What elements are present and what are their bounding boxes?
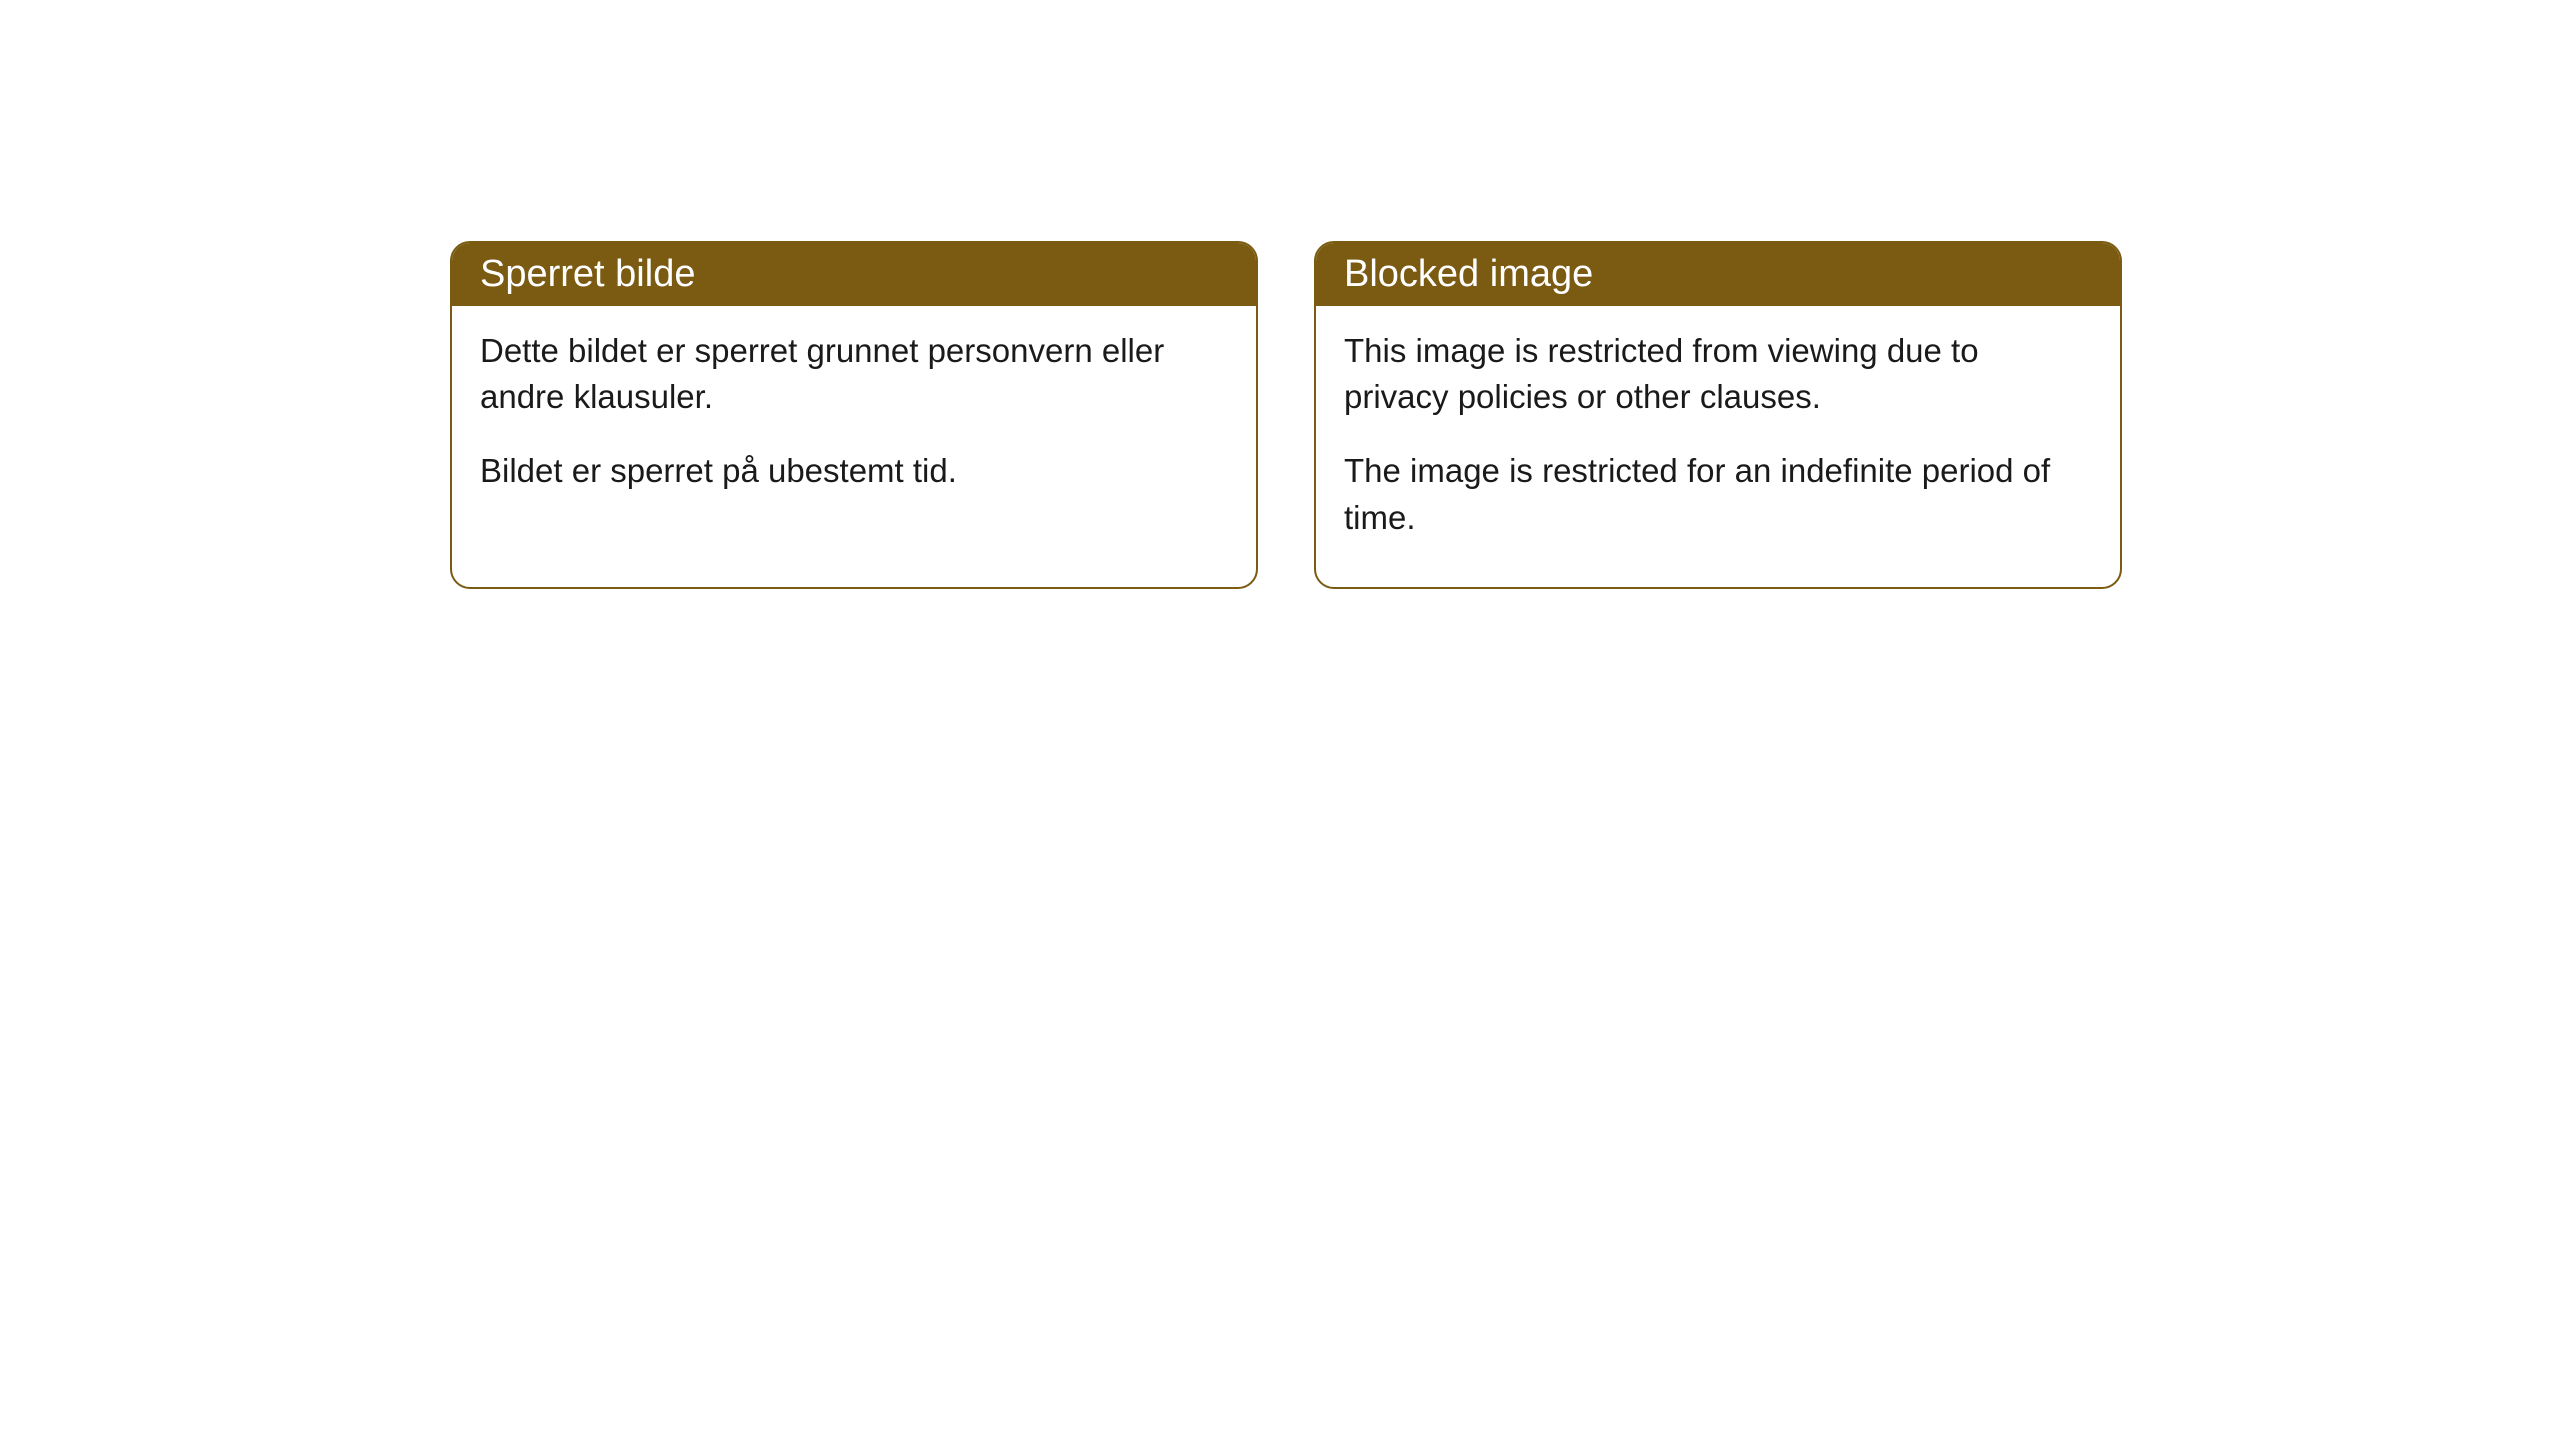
card-paragraph: This image is restricted from viewing du… bbox=[1344, 328, 2092, 420]
card-body: This image is restricted from viewing du… bbox=[1316, 306, 2120, 587]
card-header: Sperret bilde bbox=[452, 243, 1256, 306]
card-header-text: Sperret bilde bbox=[480, 253, 695, 295]
card-paragraph: Dette bildet er sperret grunnet personve… bbox=[480, 328, 1228, 420]
notice-cards-container: Sperret bilde Dette bildet er sperret gr… bbox=[450, 241, 2122, 589]
card-header: Blocked image bbox=[1316, 243, 2120, 306]
card-header-text: Blocked image bbox=[1344, 253, 1593, 295]
card-paragraph: The image is restricted for an indefinit… bbox=[1344, 448, 2092, 540]
notice-card-english: Blocked image This image is restricted f… bbox=[1314, 241, 2122, 589]
card-paragraph: Bildet er sperret på ubestemt tid. bbox=[480, 448, 1228, 494]
notice-card-norwegian: Sperret bilde Dette bildet er sperret gr… bbox=[450, 241, 1258, 589]
card-body: Dette bildet er sperret grunnet personve… bbox=[452, 306, 1256, 541]
